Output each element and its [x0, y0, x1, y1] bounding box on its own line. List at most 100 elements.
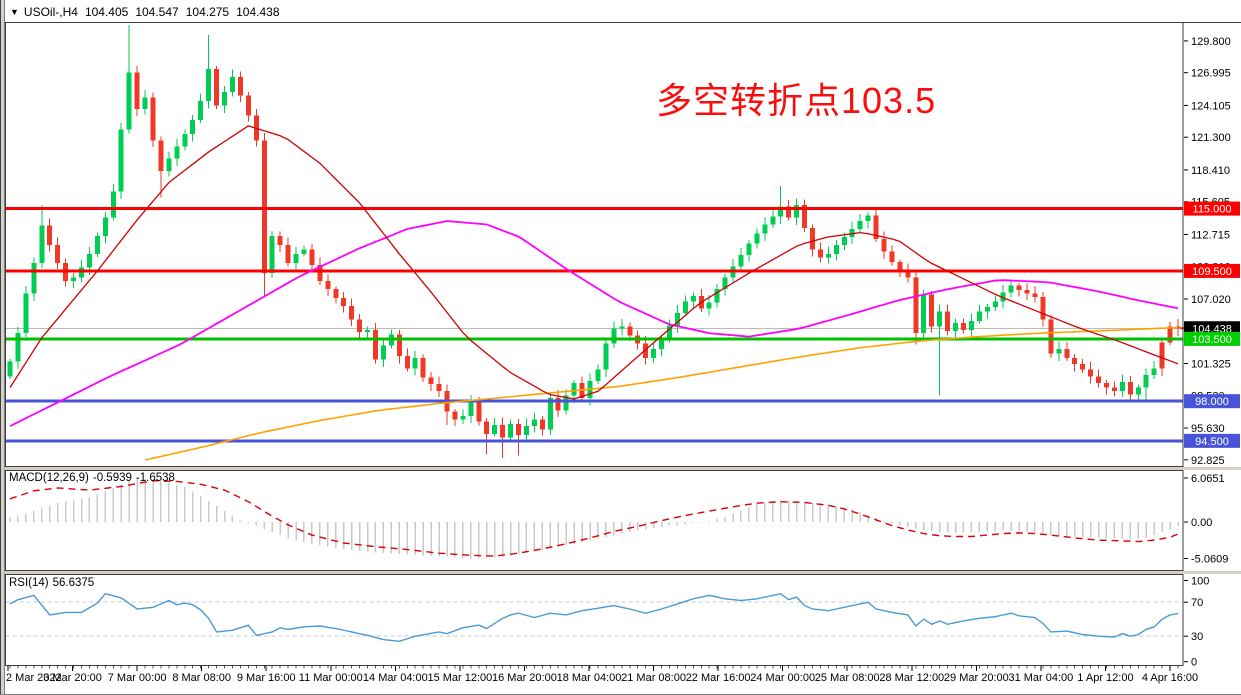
macd-bar: [803, 501, 806, 522]
macd-name: MACD(12,26,9): [9, 472, 89, 484]
candle-down: [396, 334, 402, 356]
macd-signal-value: -1.6538: [135, 472, 175, 484]
macd-bar: [1153, 522, 1155, 536]
macd-bar: [787, 500, 790, 522]
macd-bar: [1026, 522, 1028, 533]
candle-up: [968, 320, 974, 330]
price-axis[interactable]: 129.800126.995124.105121.300118.410115.6…: [1184, 36, 1240, 467]
candle-down: [428, 377, 434, 385]
price-tick-label: 107.020: [1191, 294, 1231, 306]
candle-down: [285, 244, 291, 263]
time-axis-label: 2 Mar 2022: [6, 672, 62, 684]
candle-up: [666, 325, 672, 339]
macd-bar: [152, 479, 154, 522]
candle-down: [1111, 387, 1117, 391]
rsi-indicator-label: RSI(14) 56.6375: [9, 577, 98, 589]
macd-bar: [962, 522, 965, 533]
candle-down: [317, 265, 323, 282]
rsi-panel[interactable]: 100 70 30 0: [5, 574, 1210, 669]
macd-bar: [239, 520, 242, 522]
candle-up: [460, 415, 466, 420]
macd-bar: [422, 522, 424, 556]
macd-bar: [382, 522, 385, 554]
price-label-box-103.500: [1184, 331, 1240, 346]
rsi-tick-label: 0: [1191, 657, 1197, 669]
candle-down: [929, 294, 935, 327]
candle-down: [1032, 293, 1038, 297]
macd-panel[interactable]: 6.0651 0.00 -5.0609: [5, 470, 1229, 571]
candle-down: [1175, 326, 1181, 329]
panel-divider: [4, 571, 1241, 574]
macd-bar: [970, 522, 973, 533]
rsi-line: [9, 592, 1179, 643]
candle-up: [611, 328, 617, 344]
candle-up: [1143, 375, 1149, 388]
macd-bar: [549, 522, 552, 549]
candle-up: [659, 338, 665, 350]
macd-bar: [978, 522, 981, 532]
panel-divider: [4, 467, 1241, 470]
candle-up: [380, 345, 386, 360]
candle-down: [357, 319, 363, 333]
candle-up: [301, 249, 307, 254]
macd-bar: [17, 515, 19, 522]
candle-down: [1016, 285, 1022, 291]
candle-up: [682, 301, 688, 313]
candle-up: [1119, 381, 1125, 391]
macd-bar: [446, 522, 448, 558]
candle-up: [595, 369, 601, 381]
time-axis-label: 25 Mar 08:00: [815, 672, 880, 684]
price-label-94.500: 94.500: [1195, 436, 1229, 448]
price-label-box-104.438: [1184, 321, 1240, 336]
macd-bar: [342, 522, 345, 550]
candle-up: [71, 277, 77, 282]
macd-bar: [255, 522, 258, 526]
macd-bar: [946, 522, 949, 533]
candle-up: [1135, 387, 1141, 395]
time-axis-label: 24 Mar 00:00: [750, 672, 815, 684]
macd-bar: [48, 505, 51, 522]
chart-annotation-text[interactable]: 多空转折点103.5: [656, 80, 937, 121]
macd-bar: [1081, 522, 1084, 538]
macd-bar: [629, 522, 631, 533]
time-axis-label: 18 Mar 04:00: [557, 672, 622, 684]
macd-bar: [1010, 522, 1012, 532]
macd-bar: [366, 522, 369, 552]
candle-up: [102, 217, 108, 236]
macd-bar: [144, 478, 146, 522]
macd-bar: [1073, 522, 1076, 537]
candle-up: [222, 91, 228, 106]
macd-bar: [1121, 522, 1124, 540]
candle-up: [722, 277, 728, 290]
macd-bar: [247, 522, 250, 524]
macd-bar: [732, 513, 734, 522]
macd-bar: [168, 482, 170, 522]
macd-bar: [930, 522, 933, 532]
macd-bar: [883, 521, 885, 523]
candle-up: [1056, 349, 1062, 354]
price-label-115.000: 115.000: [1193, 204, 1232, 216]
candle-up: [825, 253, 831, 258]
candle-up: [110, 191, 116, 218]
candle-down: [1080, 363, 1086, 370]
rsi-tick-label: 30: [1191, 631, 1203, 643]
candle-down: [134, 72, 140, 109]
macd-bar: [684, 522, 687, 524]
candle-down: [333, 289, 339, 299]
candle-down: [1088, 369, 1094, 377]
ohlc-open: 104.405: [84, 5, 129, 19]
candle-up: [79, 267, 85, 278]
macd-bar: [907, 522, 909, 528]
macd-bar: [33, 510, 35, 522]
price-tick-label: 101.325: [1191, 359, 1231, 371]
candle-down: [484, 421, 490, 435]
candle-down: [1024, 290, 1030, 294]
macd-bar: [764, 502, 766, 522]
symbol-dropdown-icon[interactable]: ▼: [10, 7, 19, 17]
candle-down: [1048, 319, 1054, 354]
main-chart-layer[interactable]: [5, 25, 1184, 458]
macd-bar: [740, 510, 742, 522]
